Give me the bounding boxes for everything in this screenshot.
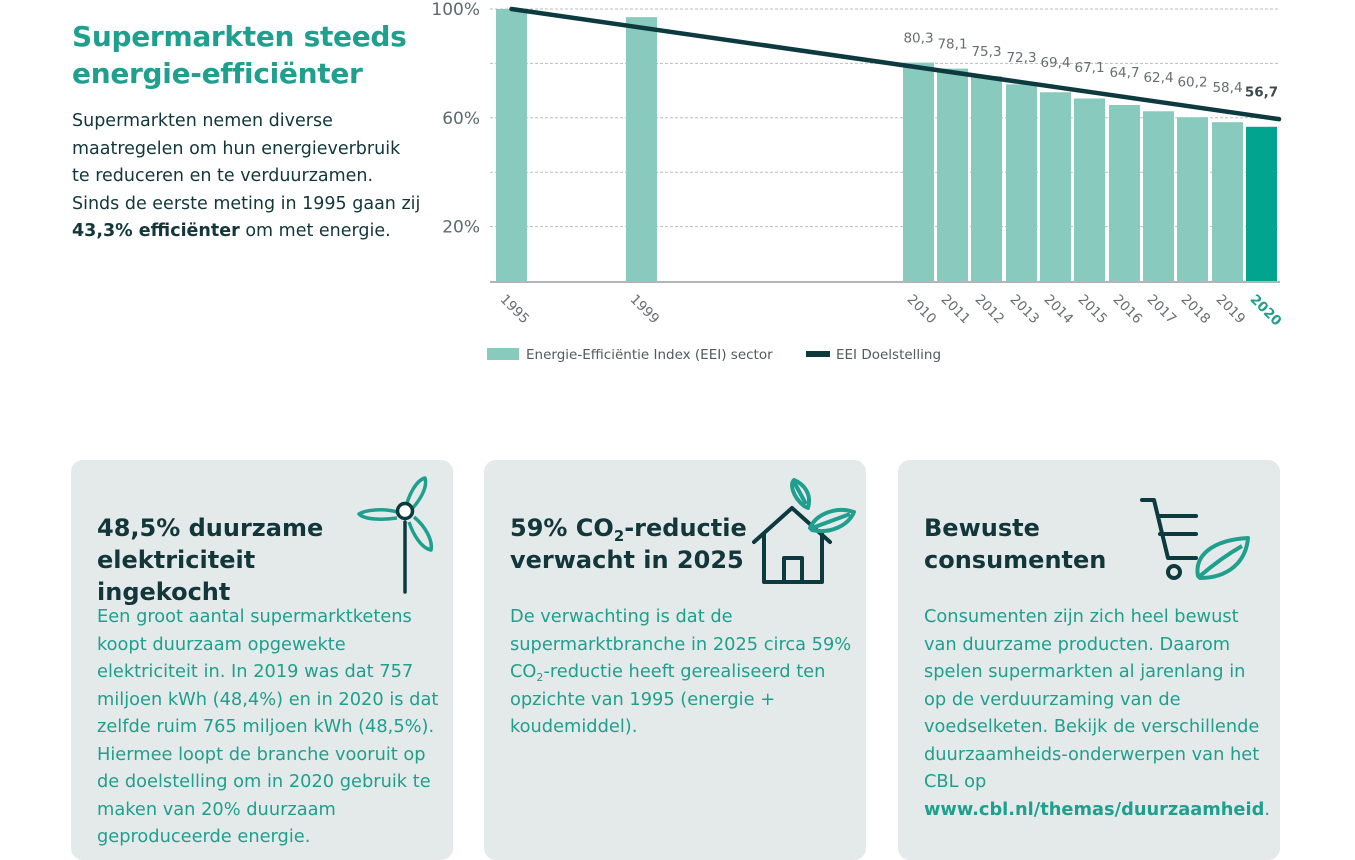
bar-2019 xyxy=(1212,122,1243,281)
bar-2013 xyxy=(1006,84,1037,282)
x-tick-label-2010: 2010 xyxy=(904,292,940,328)
x-tick-label-2012: 2012 xyxy=(972,292,1008,328)
card-body-sub: 2 xyxy=(536,670,544,684)
bar-2017 xyxy=(1143,111,1174,281)
card-title-post: -reductie xyxy=(624,514,747,542)
data-label-2017: 62,4 xyxy=(1143,70,1173,86)
eei-chart-svg: 100% 60% 20% 80,3 78,1 75,3 72,3 69,4 67,1 64,7 62… xyxy=(431,0,1285,363)
bar-2012 xyxy=(971,76,1002,282)
wind-turbine-icon xyxy=(357,476,434,594)
data-label-2018: 60,2 xyxy=(1177,75,1207,91)
legend-swatch-eei xyxy=(487,348,519,360)
data-label-2013: 72,3 xyxy=(1006,50,1036,66)
bar-2011 xyxy=(937,68,968,282)
intro-text-before: Supermarkten nemen diverse maatregelen o… xyxy=(72,111,421,214)
x-tick-label-2018: 2018 xyxy=(1178,292,1214,328)
shopping-cart-leaf-icon xyxy=(1140,498,1250,580)
legend-swatch-target xyxy=(806,351,830,357)
intro-paragraph: Supermarkten nemen diverse maatregelen o… xyxy=(72,108,422,246)
card-body: Consumenten zijn zich heel bewust van du… xyxy=(924,603,1270,823)
bar-2018 xyxy=(1177,117,1208,281)
data-label-2014: 69,4 xyxy=(1040,55,1070,71)
x-tick-label-2013: 2013 xyxy=(1007,292,1043,328)
data-label-2019: 58,4 xyxy=(1212,80,1242,96)
bar-2020 xyxy=(1246,126,1277,281)
bar-2010 xyxy=(903,62,934,281)
x-tick-label-2011: 2011 xyxy=(938,292,974,328)
x-tick-label-2019: 2019 xyxy=(1213,292,1249,328)
info-cards: 48,5% duurzame elektriciteit ingekocht E… xyxy=(71,460,1281,860)
eei-target-line xyxy=(509,6,1282,122)
intro-section: Supermarkten steeds energie-efficiënter … xyxy=(72,18,422,246)
page-title-line2: energie-efficiënter xyxy=(72,57,363,90)
bar-2014 xyxy=(1040,92,1071,282)
card-title-line1: Bewuste xyxy=(924,514,1040,542)
card-title-line2: verwacht in 2025 xyxy=(510,546,744,574)
x-tick-label-1999: 1999 xyxy=(627,292,663,328)
card-title-sub: 2 xyxy=(613,527,625,546)
card-title: Bewuste consumenten xyxy=(924,512,1184,576)
data-label-2015: 67,1 xyxy=(1074,60,1104,76)
x-tick-label-2015: 2015 xyxy=(1075,292,1111,328)
card-co2-reduction: 59% CO2-reductie verwacht in 2025 De ver… xyxy=(484,460,866,860)
data-label-2020: 56,7 xyxy=(1245,85,1278,101)
card-title-pre: 59% CO xyxy=(510,514,614,542)
x-tick-label-1995: 1995 xyxy=(497,292,533,328)
legend-label-target: EEI Doelstelling xyxy=(836,347,941,363)
card-body: Een groot aantal supermarktketens koopt … xyxy=(97,606,439,847)
card-title-line1: 48,5% duurzame xyxy=(97,514,324,542)
bar-2016 xyxy=(1109,105,1140,282)
eei-chart: 100% 60% 20% 80,3 78,1 75,3 72,3 69,4 67,1 64,7 62… xyxy=(420,0,1320,380)
intro-text-bold: 43,3% efficiënter xyxy=(72,221,240,241)
bar-1995 xyxy=(496,9,527,281)
x-tick-label-2017: 2017 xyxy=(1144,292,1180,328)
y-tick-label: 60% xyxy=(442,109,480,129)
eco-house-icon xyxy=(752,478,856,584)
card-body-end: . xyxy=(1264,798,1270,820)
card-body-post: -reductie heeft gerealiseerd ten opzicht… xyxy=(510,661,826,737)
data-label-2010: 80,3 xyxy=(903,31,933,47)
bar-2015 xyxy=(1074,98,1105,281)
y-tick-label: 100% xyxy=(431,0,480,20)
page-title-line1: Supermarkten steeds xyxy=(72,20,407,53)
card-conscious-consumers: Bewuste consumenten Consumenten zijn zic… xyxy=(898,460,1280,860)
card-title: 59% CO2-reductie verwacht in 2025 xyxy=(510,512,770,576)
bar-1999 xyxy=(626,17,657,281)
legend-label-eei: Energie-Efficiëntie Index (EEI) sector xyxy=(526,347,773,363)
cbl-duurzaamheid-link[interactable]: www.cbl.nl/themas/duurzaamheid xyxy=(924,798,1265,820)
data-label-2016: 64,7 xyxy=(1109,65,1139,81)
card-title: 48,5% duurzame elektriciteit ingekocht xyxy=(97,512,357,608)
data-label-2011: 78,1 xyxy=(937,37,967,53)
x-tick-label-2016: 2016 xyxy=(1110,292,1146,328)
x-tick-label-2020: 2020 xyxy=(1247,292,1285,330)
card-body-pre: De verwachting is dat de supermarktbranc… xyxy=(510,606,852,682)
page-title: Supermarkten steeds energie-efficiënter xyxy=(72,18,422,92)
card-renewable-electricity: 48,5% duurzame elektriciteit ingekocht E… xyxy=(71,460,453,860)
x-tick-label-2014: 2014 xyxy=(1041,292,1077,328)
card-body-pre: Consumenten zijn zich heel bewust van du… xyxy=(924,606,1260,792)
card-title-line2: elektriciteit ingekocht xyxy=(97,546,256,606)
y-tick-label: 20% xyxy=(442,218,480,238)
intro-text-after: om met energie. xyxy=(239,221,391,241)
card-title-line2: consumenten xyxy=(924,546,1107,574)
card-body: De verwachting is dat de supermarktbranc… xyxy=(510,603,855,741)
data-label-2012: 75,3 xyxy=(971,44,1001,60)
